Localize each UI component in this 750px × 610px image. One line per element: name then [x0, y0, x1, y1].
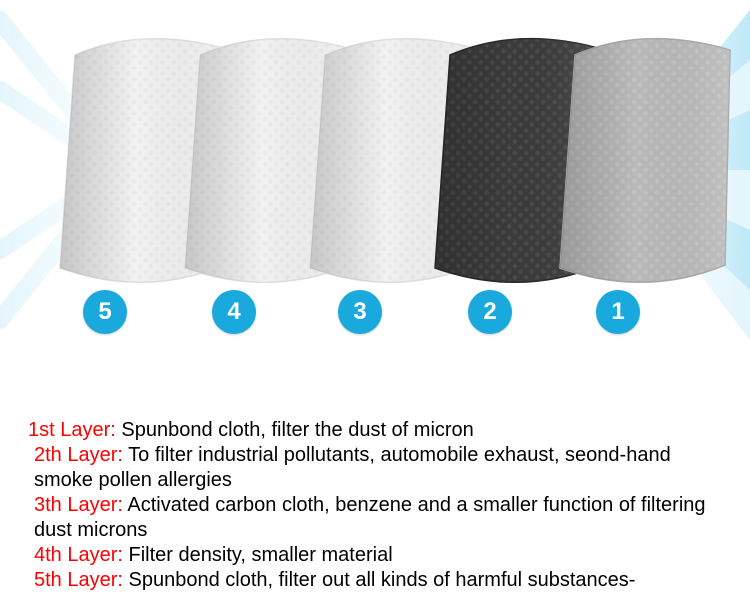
- layer-badge-1: 1: [596, 290, 640, 334]
- layer-badge-2: 2: [468, 290, 512, 334]
- description-text: To filter industrial pollutants, automob…: [34, 444, 671, 491]
- description-label: 4th Layer:: [34, 544, 123, 566]
- filter-layer-1: [555, 20, 735, 305]
- description-label: 2th Layer:: [34, 444, 123, 466]
- description-text: Spunbond cloth, filter out all kinds of …: [123, 569, 636, 591]
- layer-badge-4: 4: [212, 290, 256, 334]
- description-text: Filter density, smaller material: [123, 544, 393, 566]
- description-row-4: 4th Layer: Filter density, smaller mater…: [28, 543, 722, 568]
- description-text: Activated carbon cloth, benzene and a sm…: [34, 494, 706, 541]
- description-text: Spunbond cloth, filter the dust of micro…: [116, 419, 474, 441]
- layer-descriptions: 1st Layer: Spunbond cloth, filter the du…: [28, 418, 722, 593]
- description-label: 3th Layer:: [34, 494, 123, 516]
- layer-number-badges: 5 4 3 2 1: [0, 290, 750, 350]
- layer-stack: [0, 20, 750, 320]
- description-label: 1st Layer:: [28, 419, 116, 441]
- filter-layers-diagram: 5 4 3 2 1: [0, 0, 750, 380]
- description-row-3: 3th Layer: Activated carbon cloth, benze…: [28, 493, 722, 543]
- layer-badge-5: 5: [83, 290, 127, 334]
- layer-badge-3: 3: [338, 290, 382, 334]
- description-row-1: 1st Layer: Spunbond cloth, filter the du…: [28, 418, 722, 443]
- description-label: 5th Layer:: [34, 569, 123, 591]
- description-row-2: 2th Layer: To filter industrial pollutan…: [28, 443, 722, 493]
- description-row-5: 5th Layer: Spunbond cloth, filter out al…: [28, 568, 722, 593]
